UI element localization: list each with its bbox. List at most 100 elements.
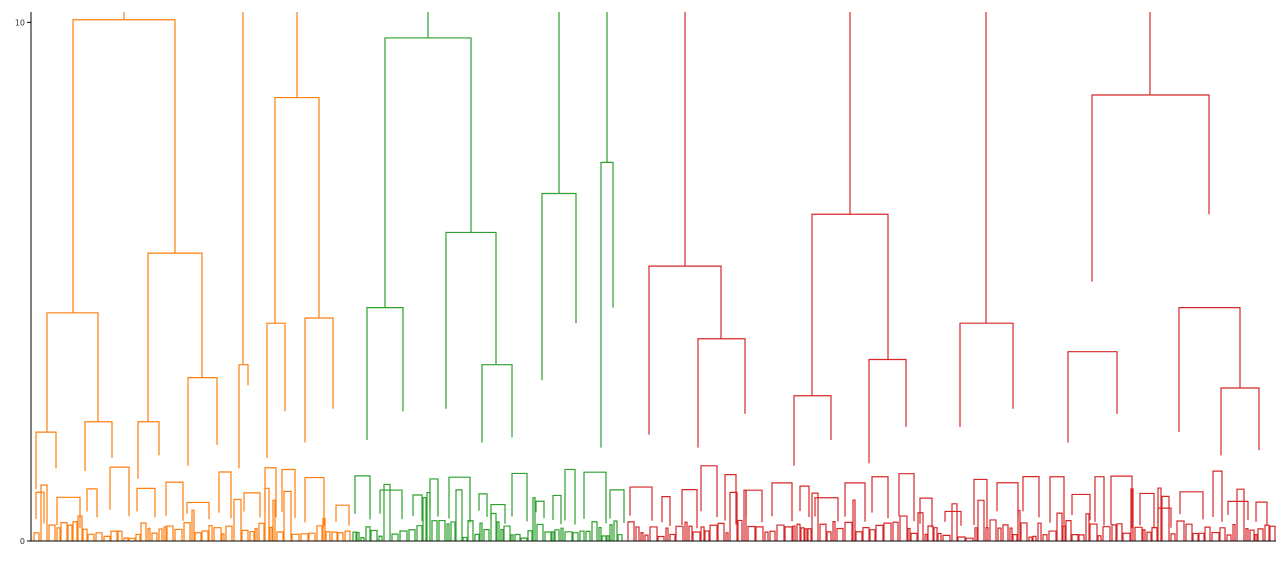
dendrogram-leaf-link	[709, 524, 718, 541]
dendrogram-leaf-link	[737, 519, 743, 541]
dendrogram-leaf-link	[551, 531, 555, 541]
dendrogram-link	[1067, 351, 1118, 443]
dendrogram-leaf-link	[1111, 524, 1117, 541]
dendrogram-link	[35, 431, 57, 490]
dendrogram-subtree-link	[1094, 476, 1105, 526]
dendrogram-leaf-link	[1020, 522, 1028, 541]
dendrogram-leaf-link	[360, 537, 365, 541]
dendrogram-leaf-link	[128, 537, 136, 541]
dendrogram-leaf-link	[644, 534, 649, 541]
dendrogram-links	[35, 12, 1260, 490]
dendrogram-leaf-link	[103, 535, 111, 541]
dendrogram-leaf-link	[1048, 530, 1057, 541]
dendrogram-leaf-link	[1037, 522, 1042, 541]
dendrogram-subtree-link	[264, 467, 277, 518]
dendrogram-subtree-link	[335, 504, 350, 526]
dendrogram-leaf-link	[1226, 534, 1232, 541]
dendrogram-leaf-link	[1042, 534, 1048, 541]
dendrogram-leaf-link	[747, 525, 756, 541]
dendrogram-leaf-link	[688, 525, 693, 541]
dendrogram-leaf-link	[1198, 532, 1205, 541]
dendrogram-leaf-link	[1078, 534, 1085, 541]
dendrogram-leaf-link	[208, 524, 213, 541]
dendrogram-leaf-link	[1161, 495, 1170, 541]
dendrogram-leaf-link	[554, 529, 560, 541]
dendrogram-leaf-link	[201, 530, 209, 541]
dendrogram-link	[187, 377, 218, 466]
dendrogram-leaf-link	[704, 530, 710, 541]
dendrogram-link	[366, 307, 404, 440]
dendrogram-subtree-link	[511, 472, 528, 522]
dendrogram-link	[541, 192, 577, 381]
dendrogram-link	[72, 19, 176, 313]
dendrogram-leaf-link	[924, 533, 928, 541]
dendrogram-subtree-link	[1255, 501, 1268, 526]
dendrogram-leaf-link	[585, 530, 591, 541]
dendrogram-subtree-link	[1139, 492, 1155, 529]
dendrogram-leaf-link	[598, 527, 602, 541]
dendrogram-leaf-link	[500, 529, 504, 541]
dendrogram-leaf-link	[1089, 523, 1098, 541]
dendrogram-leaf-link	[158, 528, 163, 541]
dendrogram-leaf-link	[225, 525, 233, 541]
dendrogram-subtree-link	[771, 482, 793, 522]
dendrogram-leaf-link	[1102, 526, 1111, 541]
dendrogram-leaf-link	[331, 531, 338, 541]
dendrogram-leaf-link	[483, 529, 490, 541]
dendrogram-link	[793, 395, 832, 466]
dendrogram-leaf-link	[1257, 528, 1264, 541]
dendrogram-leaf-link	[784, 526, 793, 541]
dendrogram-leaf-link	[1032, 535, 1037, 541]
dendrogram-link	[238, 364, 249, 469]
dendrogram-leaf-link	[264, 487, 270, 541]
dendrogram-leaf-link	[844, 521, 853, 541]
dendrogram-subtree-link	[1110, 475, 1133, 529]
y-tick-label: 10	[15, 18, 25, 27]
dendrogram-leaf-link	[942, 534, 951, 541]
dendrogram-leaf-link	[869, 529, 876, 541]
dendrogram-leaf-link	[462, 536, 468, 541]
dendrogram-leaf-link	[399, 530, 408, 541]
dendrogram-leaf-link	[832, 521, 836, 541]
dendrogram-leaf-link	[431, 520, 438, 541]
dendrogram-leaf-link	[254, 527, 258, 541]
dendrogram-leaf-link	[1245, 528, 1249, 541]
dendrogram-leaf-link	[965, 537, 974, 541]
dendrogram-leaf-link	[1219, 527, 1226, 541]
dendrogram-leaf-link	[356, 531, 360, 541]
dendrogram-leaf-link	[700, 526, 705, 541]
dendrogram-leaf-link	[776, 524, 785, 541]
dendrogram-subtree-link	[583, 471, 607, 524]
dendrogram-subtree-link	[1049, 476, 1065, 527]
dendrogram-leaf-link	[276, 531, 284, 541]
dendrogram-leaf-link	[883, 522, 892, 541]
dendrogram-subtree-link	[1157, 507, 1172, 528]
dendrogram-leaf-link	[383, 483, 391, 541]
dendrogram-subtree-link	[86, 488, 98, 518]
dendrogram-leaf-link	[269, 526, 273, 541]
dendrogram-subtree-link	[412, 494, 423, 522]
dendrogram-leaf-link	[174, 528, 183, 541]
dendrogram-link	[304, 317, 334, 443]
dendrogram-leaf-link	[151, 532, 158, 541]
dendrogram-leaf-link	[183, 522, 191, 541]
dendrogram-leaf-link	[1071, 534, 1079, 541]
dendrogram-leaf-link	[455, 489, 463, 541]
dendrogram-leaf-link	[717, 522, 725, 541]
dendrogram-leaf-link	[450, 521, 456, 541]
dendrogram-subtree-link	[814, 497, 839, 522]
dendrogram-leaf-link	[1249, 529, 1255, 541]
dendrogram-leaf-link	[536, 523, 544, 541]
dendrogram-subtree-link	[478, 493, 488, 517]
dendrogram-leaf-link	[416, 525, 423, 541]
dendrogram-leaf-link	[617, 534, 623, 541]
dendrogram-leaf-link	[87, 533, 95, 541]
dendrogram-link	[868, 358, 907, 464]
dendrogram-leaf-link	[438, 519, 446, 541]
dendrogram-leaf-link	[147, 527, 151, 541]
dendrogram-leaf-link	[479, 522, 483, 541]
dendrogram-leaf-link	[1002, 524, 1009, 541]
dendrogram-subtree-link	[1071, 493, 1091, 521]
dendrogram-subtree-link	[681, 488, 698, 529]
dendrogram-leaf-link	[241, 529, 249, 541]
